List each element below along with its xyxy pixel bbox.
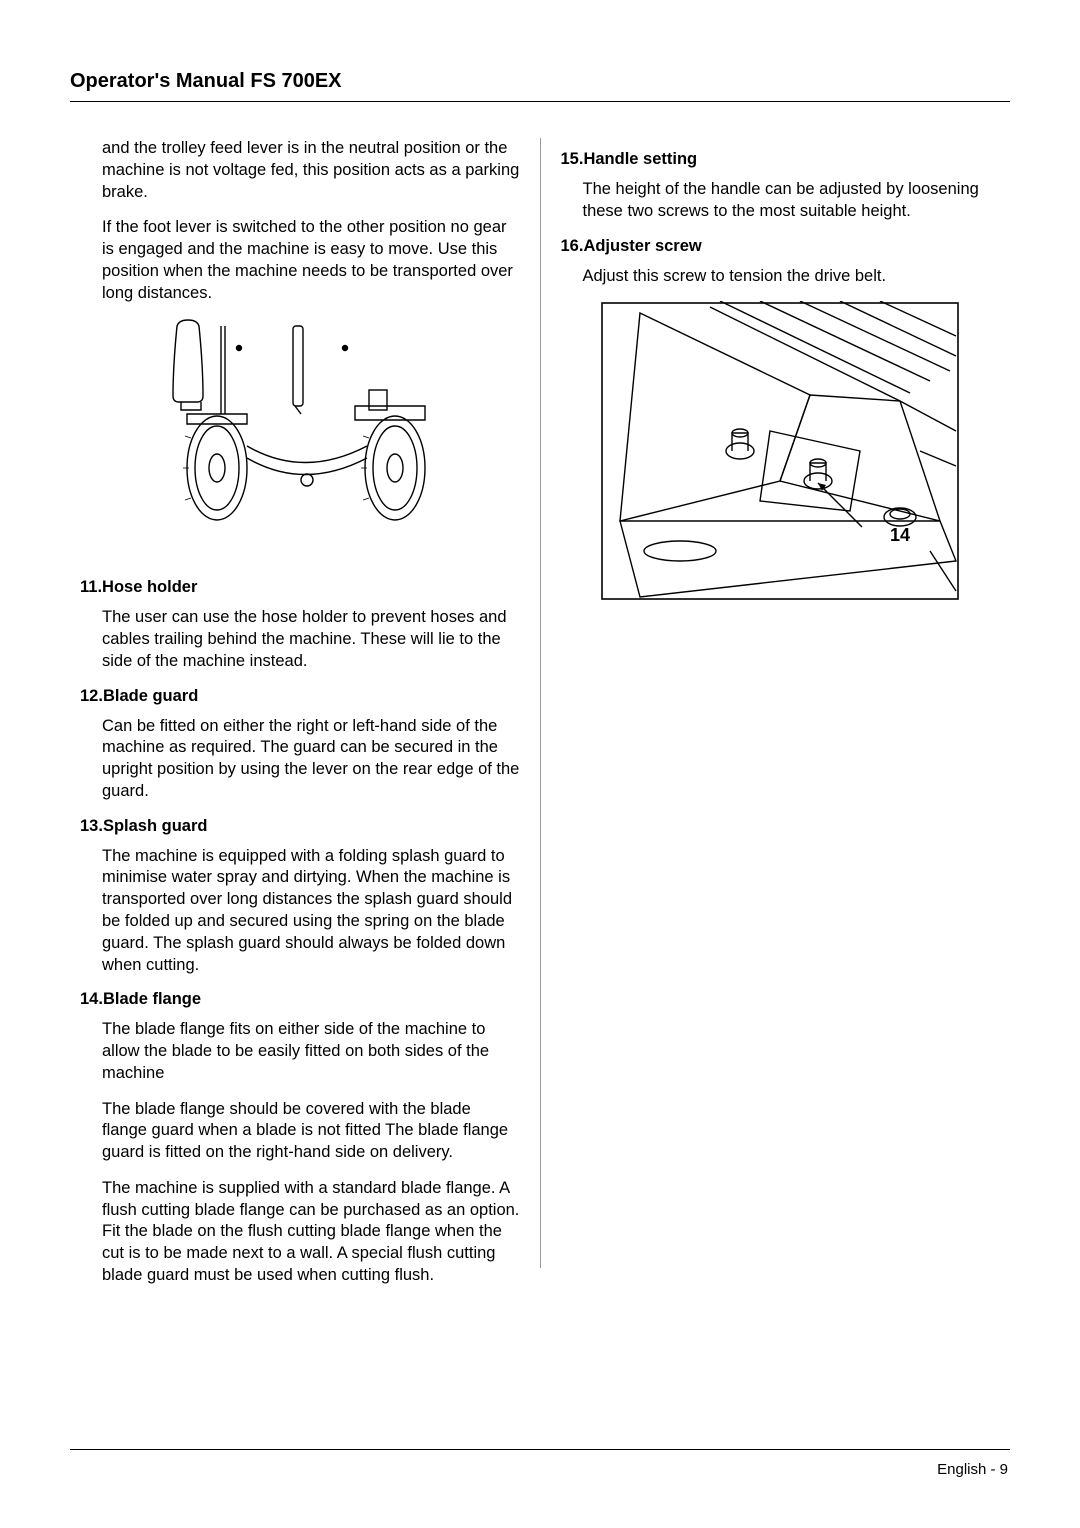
list-item: 15.Handle setting The height of the hand… [561, 150, 1001, 223]
item-number: 16. [561, 237, 584, 255]
content-columns: and the trolley feed lever is in the neu… [70, 138, 1010, 1268]
item-title: Hose holder [102, 578, 197, 596]
item-paragraph: The height of the handle can be adjusted… [583, 179, 1001, 223]
item-paragraph: The blade flange should be covered with … [102, 1099, 520, 1164]
item-title: Splash guard [103, 817, 208, 835]
list-item: 16.Adjuster screw Adjust this screw to t… [561, 237, 1001, 288]
figure-callout-label: 14 [890, 525, 910, 545]
item-number: 15. [561, 150, 584, 168]
item-heading: 11.Hose holder [80, 578, 520, 597]
item-heading: 15.Handle setting [561, 150, 1001, 169]
item-title: Handle setting [583, 150, 697, 168]
item-paragraph: Adjust this screw to tension the drive b… [583, 266, 1001, 288]
item-heading: 12.Blade guard [80, 687, 520, 706]
footer-text: English - 9 [937, 1461, 1008, 1478]
item-number: 13. [80, 817, 103, 835]
item-paragraph: The machine is equipped with a folding s… [102, 846, 520, 977]
adjuster-screw-figure: 14 [561, 301, 1001, 601]
item-heading: 14.Blade flange [80, 990, 520, 1009]
page: Operator's Manual FS 700EX and the troll… [0, 0, 1080, 1528]
trolley-wheel-illustration [155, 318, 445, 538]
list-item: 13.Splash guard The machine is equipped … [80, 817, 520, 977]
item-number: 11. [80, 578, 102, 596]
right-column: 15.Handle setting The height of the hand… [540, 138, 1011, 1268]
item-paragraph: The blade flange fits on either side of … [102, 1019, 520, 1084]
left-column: and the trolley feed lever is in the neu… [70, 138, 540, 1268]
list-item: 12.Blade guard Can be fitted on either t… [80, 687, 520, 803]
item-paragraph: Can be fitted on either the right or lef… [102, 716, 520, 803]
item-heading: 16.Adjuster screw [561, 237, 1001, 256]
item-title: Blade guard [103, 687, 198, 705]
intro-paragraph: If the foot lever is switched to the oth… [102, 217, 520, 304]
adjuster-screw-illustration: 14 [600, 301, 960, 601]
list-item: 14.Blade flange The blade flange fits on… [80, 990, 520, 1286]
item-title: Adjuster screw [583, 237, 701, 255]
item-paragraph: The user can use the hose holder to prev… [102, 607, 520, 672]
item-paragraph: The machine is supplied with a standard … [102, 1178, 520, 1287]
list-item: 11.Hose holder The user can use the hose… [80, 578, 520, 672]
item-title: Blade flange [103, 990, 201, 1008]
trolley-wheel-figure [80, 318, 520, 538]
header-title: Operator's Manual FS 700EX [70, 70, 1010, 102]
intro-paragraph: and the trolley feed lever is in the neu… [102, 138, 520, 203]
item-number: 12. [80, 687, 103, 705]
footer-rule [70, 1449, 1010, 1450]
item-heading: 13.Splash guard [80, 817, 520, 836]
item-number: 14. [80, 990, 103, 1008]
